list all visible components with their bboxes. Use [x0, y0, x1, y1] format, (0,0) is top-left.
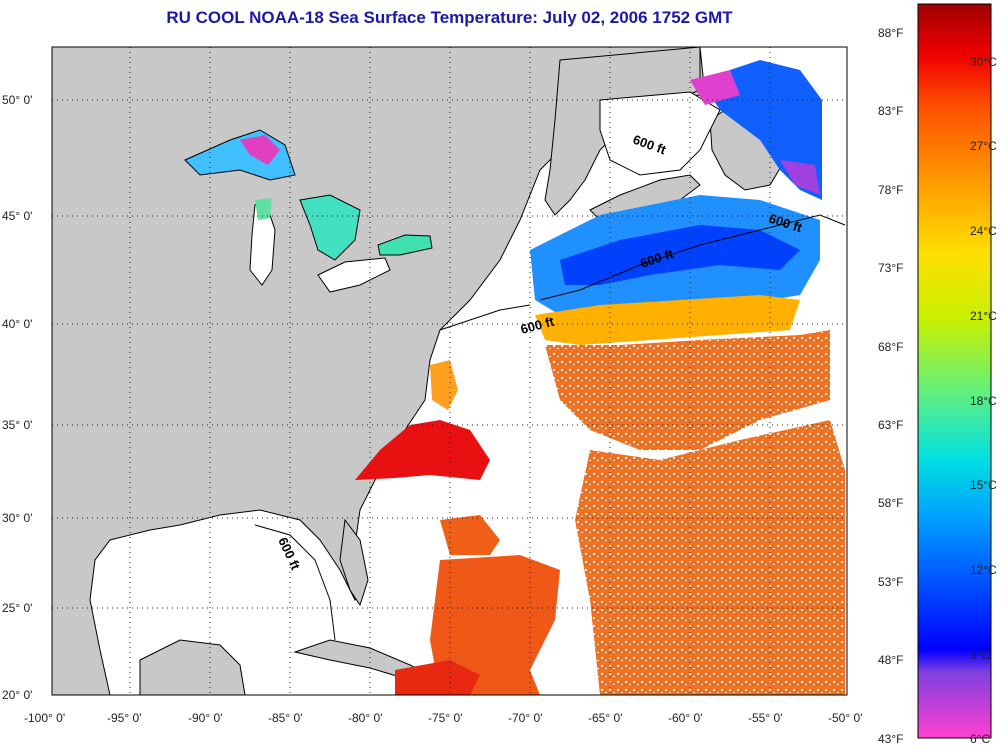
lon-label: -100° 0': [24, 711, 65, 725]
lat-label: 50° 0': [2, 93, 32, 107]
colorbar-f-label: 68°F: [878, 340, 903, 354]
colorbar-c-label: 15°C: [970, 478, 997, 492]
lon-label: -80° 0': [348, 711, 382, 725]
map-title: RU COOL NOAA-18 Sea Surface Temperature:…: [166, 8, 733, 27]
colorbar-c-label: 24°C: [970, 224, 997, 238]
colorbar-f-label: 48°F: [878, 653, 903, 667]
lake-michigan-temp: [255, 198, 272, 220]
sst-labrador-pink: [690, 70, 740, 105]
colorbar-c-label: 12°C: [970, 563, 997, 577]
colorbar-f-label: 78°F: [878, 183, 903, 197]
lake-ontario: [377, 234, 433, 256]
lat-label: 35° 0': [2, 418, 32, 432]
lon-label: -95° 0': [107, 711, 141, 725]
lake-huron: [299, 194, 361, 261]
sst-open-ocean-south: [575, 420, 845, 695]
colorbar-f-label: 63°F: [878, 418, 903, 432]
isobath-gulf: [254, 524, 336, 641]
colorbar-f-label: 83°F: [878, 104, 903, 118]
colorbar-c-label: 6°C: [970, 732, 990, 746]
lon-label: -85° 0': [268, 711, 302, 725]
lon-label: -70° 0': [508, 711, 542, 725]
colorbar-f-label: 88°F: [878, 26, 903, 40]
sst-caribbean-north: [395, 660, 480, 695]
colorbar-f-label: 53°F: [878, 575, 903, 589]
lat-label: 40° 0': [2, 317, 32, 331]
lake-erie: [317, 257, 391, 293]
colorbar-c-label: 27°C: [970, 139, 997, 153]
sst-sargasso-east: [430, 555, 560, 695]
sst-gulf-stream: [355, 420, 490, 480]
colorbar-c-label: 9°C: [970, 648, 990, 662]
sst-slope-water: [535, 295, 800, 345]
isobath-east: [439, 304, 531, 331]
sst-open-ocean-north: [545, 330, 830, 450]
celsius-labels: 30°C 27°C 24°C 21°C 18°C 15°C 12°C 9°C 6…: [970, 55, 997, 746]
lat-label: 30° 0': [2, 511, 32, 525]
colorbar-c-label: 30°C: [970, 55, 997, 69]
lon-label: -75° 0': [428, 711, 462, 725]
lat-label: 25° 0': [2, 601, 32, 615]
lat-label: 20° 0': [2, 688, 32, 702]
isobath-north: [539, 214, 846, 301]
lat-label: 45° 0': [2, 209, 32, 223]
lon-label: -60° 0': [668, 711, 702, 725]
fahrenheit-labels: 88°F 83°F 78°F 73°F 68°F 63°F 58°F 53°F …: [878, 26, 903, 746]
colorbar-c-label: 21°C: [970, 309, 997, 323]
lake-superior-cold: [240, 135, 280, 165]
lon-label: -65° 0': [588, 711, 622, 725]
longitude-labels: -100° 0' -95° 0' -90° 0' -85° 0' -80° 0'…: [24, 711, 862, 725]
colorbar-c-label: 18°C: [970, 394, 997, 408]
sst-mid-atlantic: [430, 360, 458, 410]
colorbar-f-label: 73°F: [878, 261, 903, 275]
lon-label: -55° 0': [748, 711, 782, 725]
sst-cold-core: [560, 225, 800, 285]
sst-gom-patch: [440, 515, 500, 555]
lon-label: -50° 0': [828, 711, 862, 725]
map-frame: [51, 46, 848, 696]
sst-labrador-violet: [780, 160, 820, 195]
florida: [339, 518, 369, 607]
graticule: [52, 47, 847, 695]
colorbar-f-label: 43°F: [878, 732, 903, 746]
colorbar-f-label: 58°F: [878, 496, 903, 510]
lon-label: -90° 0': [188, 711, 222, 725]
colorbar: [917, 3, 992, 739]
latitude-labels: 50° 0' 45° 0' 40° 0' 35° 0' 30° 0' 25° 0…: [2, 93, 32, 702]
